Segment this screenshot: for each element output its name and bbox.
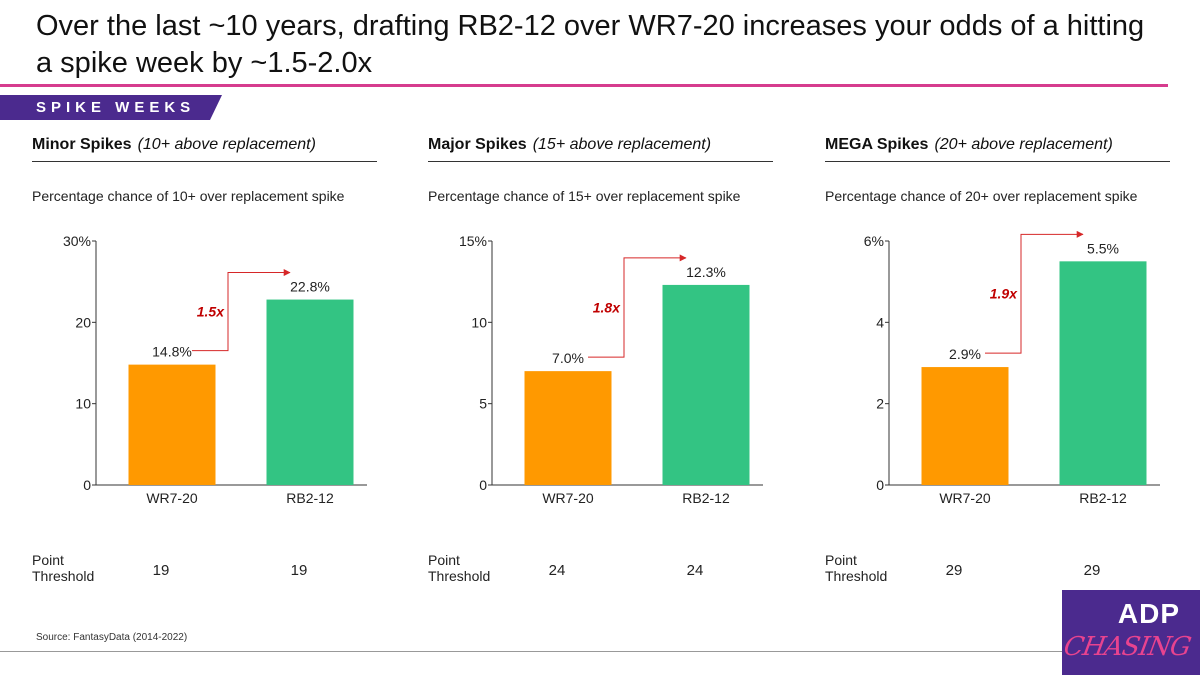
bar-wr7-20 <box>921 367 1009 485</box>
footer-divider <box>0 651 1062 652</box>
panel-heading-qualifier: (10+ above replacement) <box>137 136 316 153</box>
multiplier-label: 1.9x <box>990 286 1018 302</box>
bar-rb2-12 <box>1059 261 1147 485</box>
change-arrow <box>985 230 1084 354</box>
point-threshold-rb: 24 <box>686 562 704 579</box>
y-tick-label: 20 <box>75 314 91 330</box>
panel-divider <box>428 161 773 162</box>
source-note: Source: FantasyData (2014-2022) <box>36 632 188 643</box>
bar-chart: 0 10 20 30% 14.8% WR7-20 22.8% RB2-12 1.5x <box>63 233 367 506</box>
x-tick-label: WR7-20 <box>146 490 198 506</box>
point-threshold-rb: 19 <box>290 562 308 579</box>
y-tick-label: 0 <box>83 477 91 493</box>
panel-heading: Minor Spikes (10+ above replacement) <box>32 136 316 154</box>
data-label: 5.5% <box>1087 240 1119 256</box>
panel-heading-title: Major Spikes <box>428 136 527 153</box>
point-threshold-label-line2: Threshold <box>825 568 888 584</box>
bar-wr7-20 <box>524 371 612 485</box>
x-tick-label: WR7-20 <box>542 490 594 506</box>
y-tick-label: 15% <box>459 233 487 249</box>
point-threshold-label-line1: Point <box>32 552 64 568</box>
point-threshold-label-line1: Point <box>428 552 460 568</box>
y-tick-label: 2 <box>876 396 884 412</box>
point-threshold-label-line2: Threshold <box>32 568 95 584</box>
panel-heading-qualifier: (20+ above replacement) <box>934 136 1113 153</box>
data-label: 7.0% <box>552 350 584 366</box>
panel-heading: Major Spikes (15+ above replacement) <box>428 136 711 154</box>
y-tick-label: 0 <box>876 477 884 493</box>
bar-chart: 0 5 10 15% 7.0% WR7-20 12.3% RB2-12 1.8x <box>459 233 763 506</box>
point-threshold-wr: 24 <box>548 562 566 579</box>
panel-mega-spikes: MEGA Spikes (20+ above replacement) Perce… <box>825 130 1170 600</box>
point-threshold-wr: 29 <box>945 562 963 579</box>
change-arrow <box>588 254 687 358</box>
point-threshold-label: Point Threshold <box>825 552 887 584</box>
panel-heading-title: Minor Spikes <box>32 136 132 153</box>
chart-subtitle: Percentage chance of 20+ over replacemen… <box>825 188 1138 204</box>
logo-bottom-text: CHASING <box>1061 632 1193 662</box>
y-tick-label: 30% <box>63 233 91 249</box>
point-threshold-label: Point Threshold <box>32 552 94 584</box>
logo-top-text: ADP <box>1117 598 1180 629</box>
y-tick-label: 10 <box>471 314 487 330</box>
data-label: 14.8% <box>152 344 192 360</box>
panel-heading-qualifier: (15+ above replacement) <box>532 136 712 153</box>
y-tick-label: 5 <box>479 396 487 412</box>
y-tick-label: 0 <box>479 477 487 493</box>
multiplier-label: 1.5x <box>197 304 225 320</box>
panel-divider <box>825 161 1170 162</box>
y-tick-label: 6% <box>864 233 884 249</box>
panel-major-spikes: Major Spikes (15+ above replacement) Perc… <box>428 130 773 600</box>
x-tick-label: RB2-12 <box>286 490 334 506</box>
panel-heading: MEGA Spikes (20+ above replacement) <box>825 136 1113 154</box>
panel-divider <box>32 161 377 162</box>
point-threshold-label-line2: Threshold <box>428 568 491 584</box>
data-label: 2.9% <box>949 346 981 362</box>
bar-wr7-20 <box>128 364 216 485</box>
panel-heading-title: MEGA Spikes <box>825 136 929 153</box>
point-threshold-label: Point Threshold <box>428 552 490 584</box>
y-tick-label: 10 <box>75 396 91 412</box>
chart-subtitle: Percentage chance of 15+ over replacemen… <box>428 188 741 204</box>
page-title: Over the last ~10 years, drafting RB2-12… <box>36 10 1145 79</box>
x-tick-label: WR7-20 <box>939 490 991 506</box>
y-tick-label: 4 <box>876 314 884 330</box>
adp-chasing-logo: ADP CHASING <box>1061 590 1200 675</box>
chart-subtitle: Percentage chance of 10+ over replacemen… <box>32 188 345 204</box>
point-threshold-rb: 29 <box>1083 562 1101 579</box>
point-threshold-label-line1: Point <box>825 552 857 568</box>
data-label: 22.8% <box>290 279 330 295</box>
point-threshold-wr: 19 <box>152 562 170 579</box>
data-label: 12.3% <box>686 264 726 280</box>
title-divider <box>0 84 1168 87</box>
bar-rb2-12 <box>662 284 750 485</box>
x-tick-label: RB2-12 <box>682 490 730 506</box>
bar-chart: 0 2 4 6% 2.9% WR7-20 5.5% RB2-12 1.9x <box>864 230 1160 506</box>
x-tick-label: RB2-12 <box>1079 490 1127 506</box>
section-tag: SPIKE WEEKS <box>0 95 222 120</box>
change-arrow <box>192 269 291 352</box>
bar-rb2-12 <box>266 299 354 485</box>
panel-minor-spikes: Minor Spikes (10+ above replacement) Perc… <box>32 130 377 600</box>
multiplier-label: 1.8x <box>593 300 621 316</box>
